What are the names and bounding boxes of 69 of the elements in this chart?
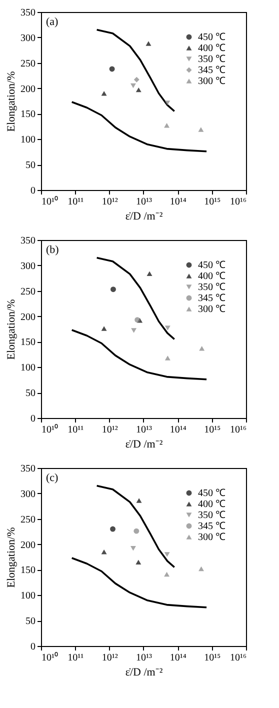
y-tick-label: 100 (20, 590, 36, 602)
y-tick-label: 150 (20, 565, 36, 576)
y-tick-label: 200 (20, 84, 36, 95)
x-tick-label: 10¹⁶ (230, 196, 248, 208)
legend-label: 350 ℃ (198, 282, 226, 293)
x-tick-label: 10¹⁴ (170, 196, 187, 208)
x-tick-label: 10¹¹ (68, 652, 84, 664)
y-tick-label: 300 (20, 32, 36, 44)
y-tick-label: 150 (20, 337, 36, 348)
x-tick-label: 10¹¹ (68, 424, 84, 436)
x-axis-title: ε̇/D /m⁻² (125, 666, 164, 678)
x-tick-label: 10¹⁴ (170, 424, 187, 436)
legend-label: 400 ℃ (198, 43, 226, 54)
x-tick-label: 10¹⁵ (204, 424, 221, 436)
x-tick-label: 10¹⁴ (170, 652, 187, 664)
y-tick-label: 350 (20, 8, 36, 18)
legend-label: 450 ℃ (198, 260, 226, 271)
legend-label: 350 ℃ (198, 54, 226, 65)
y-axis-title: Elongation/% (6, 527, 18, 588)
annotation: (b) (46, 244, 60, 256)
x-axis-title: ε̇/D /m⁻² (125, 438, 164, 450)
x-axis-title: ε̇/D /m⁻² (125, 210, 164, 222)
legend-label: 450 ℃ (198, 488, 226, 499)
y-tick-label: 250 (20, 514, 36, 526)
legend-label: 300 ℃ (198, 304, 226, 315)
x-tick-label: 10¹⁵ (204, 196, 221, 208)
annotation: (c) (46, 472, 59, 484)
y-tick-label: 300 (20, 488, 36, 500)
y-tick-label: 350 (20, 236, 36, 246)
legend-label: 300 ℃ (198, 532, 226, 543)
y-tick-label: 100 (20, 362, 36, 374)
x-tick-label: 10¹² (102, 196, 118, 208)
x-tick-label: 10¹⁶ (230, 652, 248, 664)
x-tick-label: 10¹⁰ (42, 196, 58, 208)
y-tick-label: 200 (20, 312, 36, 323)
legend-label: 345 ℃ (198, 521, 226, 532)
y-tick-label: 50 (26, 616, 36, 628)
y-tick-label: 300 (20, 260, 36, 272)
y-axis-title: Elongation/% (6, 299, 18, 360)
x-tick-label: 10¹³ (136, 424, 152, 436)
y-tick-label: 250 (20, 286, 36, 298)
x-tick-label: 10¹⁰ (42, 424, 58, 436)
y-tick-label: 350 (20, 464, 36, 474)
y-tick-label: 50 (26, 160, 36, 172)
y-tick-label: 0 (30, 642, 36, 652)
legend-label: 345 ℃ (198, 65, 226, 76)
legend-label: 400 ℃ (198, 499, 226, 510)
x-tick-label: 10¹³ (136, 196, 152, 208)
annotation: (a) (46, 16, 59, 28)
y-tick-label: 150 (20, 109, 36, 120)
legend-label: 350 ℃ (198, 510, 226, 521)
y-tick-label: 100 (20, 134, 36, 146)
y-tick-label: 250 (20, 58, 36, 70)
y-tick-label: 0 (30, 414, 36, 424)
legend-label: 450 ℃ (198, 32, 226, 43)
x-tick-label: 10¹¹ (68, 196, 84, 208)
y-tick-label: 50 (26, 388, 36, 400)
x-tick-label: 10¹³ (136, 652, 152, 664)
x-tick-label: 10¹² (102, 652, 118, 664)
legend-label: 400 ℃ (198, 271, 226, 282)
x-tick-label: 10¹⁰ (42, 652, 58, 664)
legend-label: 300 ℃ (198, 76, 226, 87)
y-tick-label: 200 (20, 540, 36, 551)
y-axis-title: Elongation/% (6, 71, 18, 132)
x-tick-label: 10¹² (102, 424, 118, 436)
x-tick-label: 10¹⁵ (204, 652, 221, 664)
y-tick-label: 0 (30, 186, 36, 196)
x-tick-label: 10¹⁶ (230, 424, 248, 436)
legend-label: 345 ℃ (198, 293, 226, 304)
